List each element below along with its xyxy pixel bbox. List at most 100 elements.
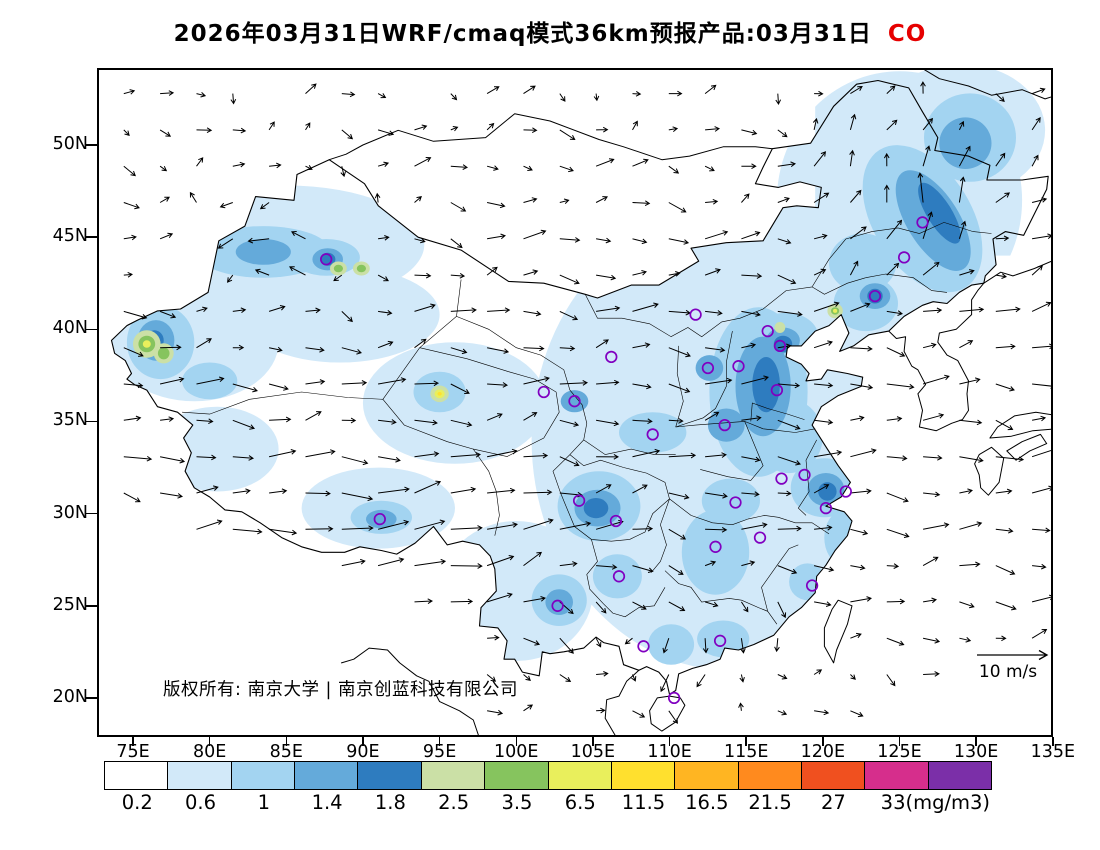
station-marker: [568, 395, 581, 408]
station-marker: [839, 485, 852, 498]
contour-blob: [423, 553, 429, 559]
contour-blob: [918, 182, 961, 244]
colorbar-label: 0.6: [185, 791, 217, 814]
lon-tick-mark: [515, 737, 517, 746]
colorbar-label: 33(mg/m3): [880, 791, 991, 814]
colorbar-cell: [927, 762, 992, 789]
copyright-watermark: 版权所有: 南京大学 | 南京创蓝科技有限公司: [163, 680, 518, 700]
station-marker: [551, 599, 564, 612]
colorbar-cell: [420, 762, 485, 789]
colorbar-label: 2.5: [438, 791, 470, 814]
lat-tick-label: 45N: [52, 226, 88, 247]
colorbar-cell: [357, 762, 421, 789]
contour-blob: [156, 406, 279, 492]
contour-blob: [560, 390, 589, 413]
station-marker: [819, 501, 833, 515]
station-marker: [753, 531, 767, 544]
colorbar-label: 1: [257, 791, 271, 814]
lat-tick-mark: [86, 328, 97, 331]
colorbar-label: 6.5: [564, 791, 596, 814]
lon-tick-mark: [285, 737, 288, 746]
colorbar-label: 27: [820, 791, 846, 814]
colorbar: [104, 761, 992, 790]
station-marker: [775, 472, 788, 485]
contour-blob: [695, 355, 724, 381]
colorbar-cell: [547, 762, 611, 789]
lat-tick-label: 30N: [52, 502, 88, 523]
lon-tick-mark: [822, 737, 824, 746]
lat-tick-mark: [86, 236, 97, 238]
lat-tick-mark: [86, 420, 97, 423]
station-marker: [916, 216, 929, 229]
contour-blob: [833, 308, 838, 313]
colorbar-label: 0.2: [121, 791, 153, 814]
station-marker: [609, 514, 623, 528]
colorbar-cell: [610, 762, 675, 789]
lon-tick-label: 105E: [570, 742, 616, 762]
contour-blob: [829, 233, 897, 293]
station-marker: [605, 350, 618, 364]
station-marker: [572, 494, 586, 507]
contour-blob: [366, 509, 397, 529]
station-marker: [732, 360, 745, 373]
colorbar-cell: [737, 762, 801, 789]
contour-blob: [356, 264, 366, 273]
contour-blob: [752, 357, 780, 413]
contour-blob: [421, 550, 431, 559]
contour-blob: [697, 620, 750, 658]
station-marker: [709, 540, 722, 553]
lat-tick-label: 25N: [52, 594, 88, 615]
map-canvas: [110, 70, 1051, 735]
contour-blob: [583, 498, 609, 519]
station-marker: [646, 428, 659, 441]
lon-tick-label: 135E: [1030, 742, 1076, 762]
species-label: CO: [887, 21, 927, 47]
colorbar-cell: [230, 762, 295, 789]
lon-tick-label: 130E: [953, 742, 999, 762]
wind-vector-layer: [123, 81, 1051, 724]
lat-tick-label: 50N: [52, 134, 88, 154]
figure-title: 2026年03月31日WRF/cmaq模式36km预报产品:03月31日 CO: [0, 14, 1100, 48]
lat-tick-label: 35N: [52, 410, 88, 431]
colorbar-cell: [484, 762, 548, 789]
wind-reference-label: 10 m/s: [978, 662, 1038, 682]
lon-tick-mark: [592, 737, 594, 746]
station-marker: [868, 289, 882, 303]
contour-blob: [240, 266, 440, 363]
contour-blob: [774, 322, 786, 333]
contour-blob: [235, 239, 291, 265]
station-marker: [689, 308, 702, 321]
station-marker: [897, 251, 911, 264]
station-marker: [713, 634, 727, 647]
contour-blob: [437, 392, 442, 396]
station-marker: [637, 640, 650, 653]
colorbar-cell: [167, 762, 231, 789]
lat-tick-mark: [86, 605, 97, 607]
lon-tick-label: 110E: [647, 742, 692, 762]
colorbar-cell: [294, 762, 358, 789]
lon-tick-label: 100E: [494, 742, 539, 762]
wind-reference-arrow: [977, 649, 1049, 661]
lat-tick-mark: [86, 512, 97, 515]
station-marker-layer: [320, 216, 929, 705]
colorbar-label: 1.4: [311, 791, 343, 814]
lon-tick-mark: [1052, 737, 1054, 746]
lon-tick-mark: [745, 737, 747, 746]
station-marker: [718, 418, 731, 432]
colorbar-cell: [105, 762, 168, 789]
contour-blob: [157, 347, 170, 360]
concentration-fill-layer: [111, 70, 1046, 671]
lon-tick-label: 115E: [723, 742, 769, 762]
border-layer: [110, 70, 1051, 735]
lon-tick-label: 95E: [422, 742, 457, 762]
lon-tick-mark: [975, 737, 977, 746]
lon-tick-label: 75E: [116, 742, 150, 762]
station-marker: [612, 570, 626, 583]
colorbar-cell: [800, 762, 865, 789]
contour-blob: [939, 117, 992, 169]
contour-blob: [412, 539, 442, 566]
lon-tick-label: 125E: [877, 742, 922, 762]
contour-blob: [142, 340, 151, 348]
lat-tick-label: 40N: [52, 318, 88, 339]
